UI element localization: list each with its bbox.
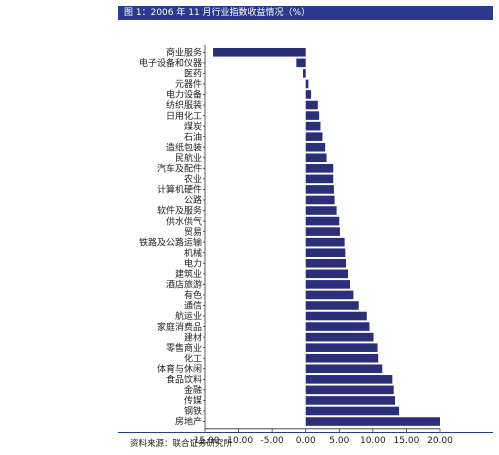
- bar: [213, 47, 306, 57]
- category-label: 零售商业: [166, 342, 202, 354]
- bar: [305, 353, 379, 363]
- category-label: 造纸包装: [166, 141, 202, 153]
- category-label: 传媒: [184, 395, 202, 407]
- x-tick-label: 5.00: [329, 436, 349, 446]
- category-label: 铁路及公路运输: [139, 236, 202, 248]
- bar: [305, 417, 440, 426]
- category-label: 食品饮料: [166, 374, 202, 386]
- x-tick-label: 10.00: [360, 436, 386, 446]
- category-label: 化工: [184, 352, 202, 364]
- bar: [305, 332, 374, 342]
- bar: [305, 121, 321, 131]
- category-label: 电子设备和仪器: [139, 57, 202, 69]
- x-tick-label: 0.00: [296, 436, 316, 446]
- bar: [305, 301, 359, 310]
- category-label: 钢铁: [184, 405, 202, 417]
- bar: [305, 248, 346, 258]
- x-tick-label: 20.00: [427, 436, 453, 446]
- category-label: 供水供气: [166, 215, 202, 227]
- bar: [296, 58, 306, 68]
- bar: [305, 269, 349, 279]
- category-label: 煤炭: [184, 120, 202, 132]
- category-label: 建材: [184, 331, 202, 343]
- bar: [305, 375, 393, 384]
- bar: [305, 258, 346, 268]
- bar: [305, 100, 318, 110]
- category-label: 金融: [184, 384, 202, 396]
- bar: [305, 322, 370, 331]
- bar: [305, 174, 334, 184]
- x-tick-label: -5.00: [260, 436, 284, 446]
- bar: [305, 164, 334, 173]
- category-label: 电力设备: [166, 89, 202, 101]
- category-label: 家庭消费品: [157, 321, 202, 333]
- bar: [305, 396, 396, 405]
- bar: [305, 142, 326, 152]
- category-label: 元器件: [175, 78, 202, 90]
- category-label: 商业服务: [166, 46, 202, 58]
- category-label: 纺织服装: [166, 99, 202, 111]
- figure-title: 图 1：2006 年 11 月行业指数收益情况（%）: [118, 6, 493, 20]
- bar: [305, 311, 367, 321]
- x-tick-label: -15.00: [190, 436, 219, 446]
- bar: [305, 90, 312, 99]
- bar: [305, 364, 383, 374]
- category-labels: 商业服务电子设备和仪器医药元器件电力设备纺织服装日用化工煤炭石油造纸包装民航业汽…: [139, 46, 202, 427]
- bar: [305, 343, 378, 352]
- bar: [305, 216, 340, 226]
- axes-group: -15.00 -10.00 -5.00 0.00 5.00 10.00 15.00 20.00: [190, 45, 453, 446]
- bar: [305, 153, 327, 163]
- x-tick-label: 15.00: [394, 436, 420, 446]
- bar: [305, 406, 400, 416]
- bar: [305, 79, 309, 89]
- category-label: 贸易: [184, 226, 202, 238]
- category-label: 农业: [184, 173, 202, 185]
- bar: [305, 111, 320, 120]
- bar: [303, 69, 306, 78]
- bar: [305, 280, 351, 289]
- bar: [305, 206, 337, 215]
- x-tick-label: -10.00: [224, 436, 253, 446]
- category-label: 民航业: [175, 152, 202, 164]
- category-label: 房地产: [175, 416, 202, 428]
- category-label: 机械: [184, 247, 202, 259]
- bar: [305, 290, 354, 300]
- bar: [305, 185, 334, 194]
- category-label: 酒店旅游: [166, 279, 202, 291]
- category-label: 汽车及配件: [157, 163, 202, 175]
- category-label: 公路: [184, 194, 202, 206]
- bar: [305, 385, 394, 395]
- source-note: 资料来源：联合证券研究所: [130, 439, 233, 449]
- category-label: 医药: [184, 69, 202, 80]
- category-label: 软件及服务: [157, 205, 202, 217]
- bar: [305, 132, 323, 141]
- category-label: 建筑业: [175, 268, 202, 280]
- category-label: 日用化工: [166, 110, 202, 122]
- bottom-rule: [118, 432, 493, 433]
- category-label: 计算机硬件: [157, 184, 202, 196]
- bar: [305, 237, 345, 247]
- bar: [305, 227, 340, 236]
- category-label: 有色: [184, 289, 202, 301]
- category-label: 体育与休闲: [157, 363, 202, 375]
- category-label: 航运业: [175, 310, 202, 322]
- category-label: 通信: [184, 300, 202, 312]
- bars-group: [213, 47, 440, 426]
- category-label: 石油: [184, 131, 202, 143]
- bar: [305, 195, 335, 205]
- category-label: 电力: [184, 257, 202, 269]
